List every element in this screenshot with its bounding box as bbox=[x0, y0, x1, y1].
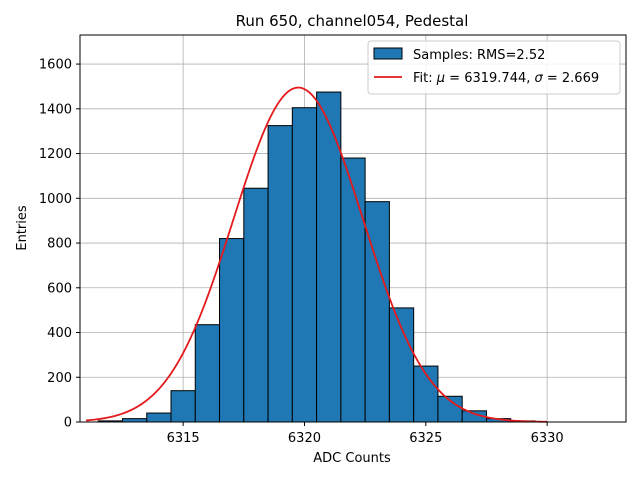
y-tick-label-6: 1200 bbox=[39, 147, 72, 162]
y-tick-label-3: 600 bbox=[47, 281, 72, 296]
x-tick-label-0: 6315 bbox=[167, 431, 200, 446]
histogram-bar-12 bbox=[388, 307, 415, 423]
legend-fit-sigma-value: = 2.669 bbox=[543, 71, 599, 86]
y-tick-label-2: 400 bbox=[47, 326, 72, 341]
histogram-bar-5 bbox=[219, 238, 245, 423]
legend-label-fit: Fit: μ = 6319.744, σ = 2.669 bbox=[413, 71, 599, 86]
legend-fit-mu-symbol: μ bbox=[436, 71, 445, 86]
plot-frame bbox=[79, 34, 627, 423]
histogram-bar-7 bbox=[267, 125, 293, 423]
x-tick-label-2: 6325 bbox=[409, 431, 442, 446]
legend-box bbox=[367, 40, 621, 95]
legend-label-samples: Samples: RMS=2.52 bbox=[413, 48, 545, 63]
legend-swatch-samples bbox=[373, 47, 403, 60]
histogram-bar-2 bbox=[146, 412, 172, 423]
y-tick-label-8: 1600 bbox=[39, 58, 72, 73]
chart-title: Run 650, channel054, Pedestal bbox=[236, 12, 469, 30]
histogram-bar-11 bbox=[364, 201, 390, 423]
legend-fit-sigma-symbol: σ bbox=[535, 71, 544, 86]
legend-fit-prefix: Fit: bbox=[413, 71, 437, 86]
legend: Samples: RMS=2.52 Fit: μ = 6319.744, σ =… bbox=[367, 40, 621, 95]
y-tick-label-5: 1000 bbox=[39, 192, 72, 207]
y-axis-label: Entries bbox=[15, 205, 30, 251]
histogram-bar-8 bbox=[291, 107, 318, 423]
histogram-bar-4 bbox=[194, 324, 221, 423]
histogram-bars bbox=[97, 91, 536, 423]
y-tick-label-7: 1400 bbox=[39, 102, 72, 117]
x-axis-label: ADC Counts bbox=[313, 451, 391, 466]
histogram-bar-10 bbox=[340, 157, 366, 423]
histogram-bar-6 bbox=[243, 187, 269, 423]
y-tick-label-0: 0 bbox=[64, 416, 72, 431]
y-tick-label-1: 200 bbox=[47, 371, 72, 386]
y-tick-label-4: 800 bbox=[47, 237, 72, 252]
y-axis-ticks: 0 200 400 600 800 1000 1200 1400 1600 bbox=[39, 58, 80, 431]
x-tick-label-3: 6330 bbox=[531, 431, 564, 446]
histogram-bar-3 bbox=[170, 390, 196, 423]
histogram-bar-1 bbox=[121, 418, 148, 423]
x-tick-label-1: 6320 bbox=[288, 431, 321, 446]
x-axis-ticks: 6315 6320 6325 6330 bbox=[167, 422, 564, 446]
fit-curve-group bbox=[85, 86, 548, 423]
fit-curve bbox=[85, 86, 548, 423]
legend-fit-mu-value: = 6319.744, bbox=[445, 71, 534, 86]
